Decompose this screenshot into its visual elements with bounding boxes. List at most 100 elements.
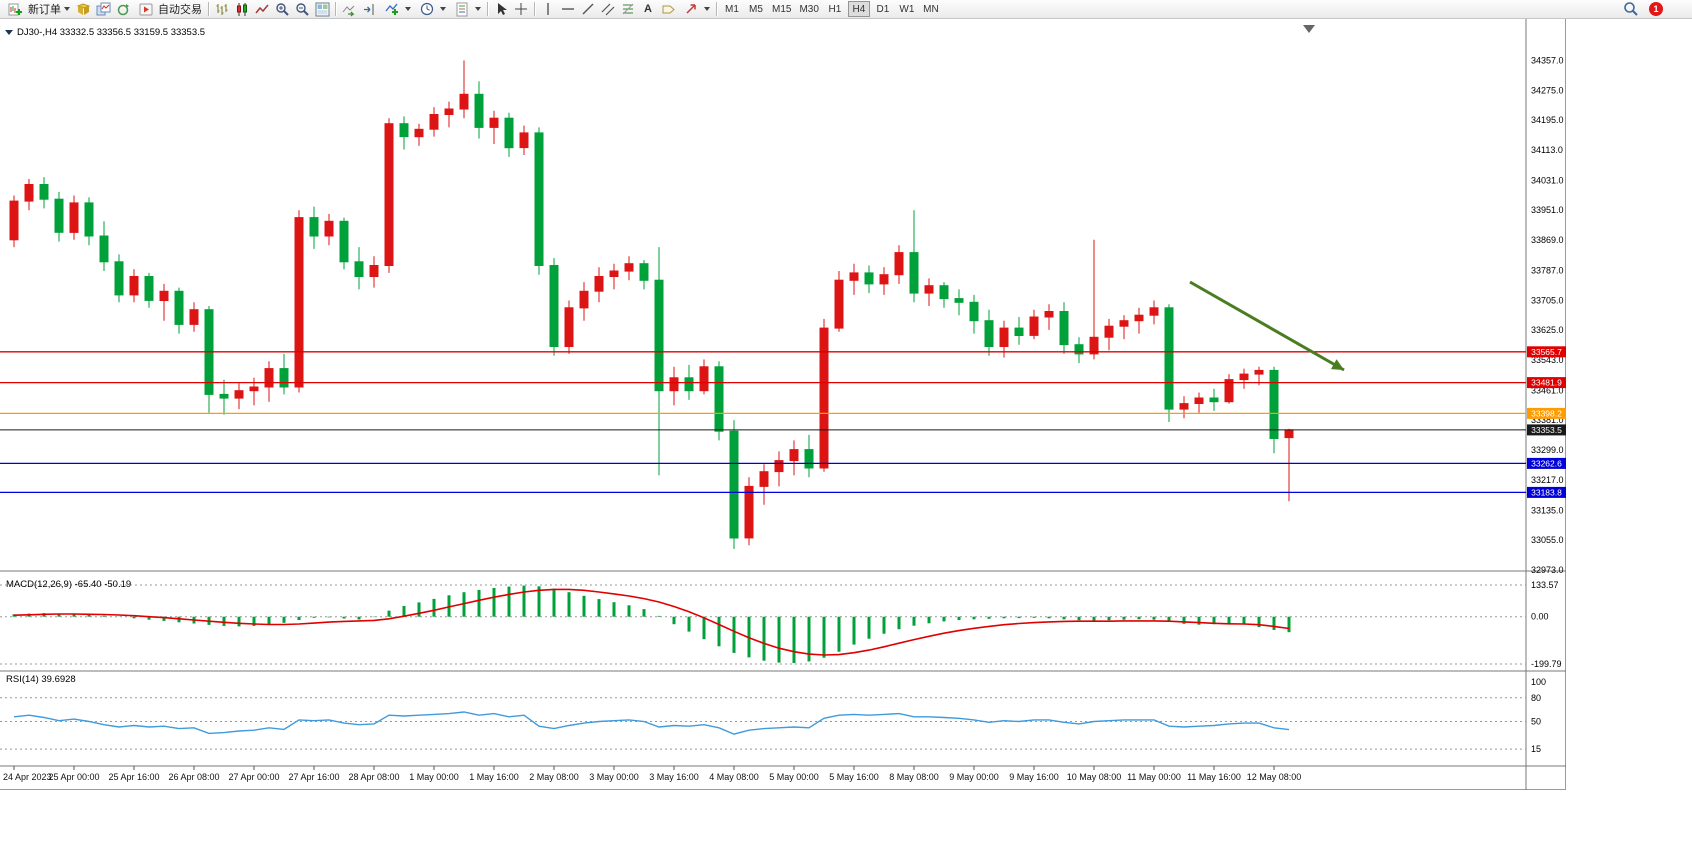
time-label: 5 May 16:00	[829, 772, 879, 782]
svg-text:33951.0: 33951.0	[1531, 205, 1564, 215]
price-tag	[1527, 377, 1566, 389]
price-tag	[1527, 424, 1566, 436]
candle	[144, 276, 154, 301]
candle	[564, 307, 574, 347]
timeframe-w1[interactable]: W1	[896, 1, 918, 17]
profiles-button[interactable]	[73, 1, 93, 18]
candle	[174, 290, 184, 325]
vertical-line-button[interactable]	[538, 1, 558, 18]
indicators-icon	[382, 1, 402, 18]
svg-text:32973.0: 32973.0	[1531, 565, 1564, 575]
tile-windows-button[interactable]	[312, 1, 332, 18]
auto-trading-button[interactable]: 自动交易	[133, 1, 205, 18]
candle	[504, 117, 514, 149]
charts-button[interactable]	[93, 1, 113, 18]
timeframe-h1[interactable]: H1	[824, 1, 846, 17]
line-chart-button[interactable]	[252, 1, 272, 18]
candle	[294, 217, 304, 388]
candle	[1254, 369, 1264, 375]
candle	[639, 263, 649, 281]
candle	[549, 265, 559, 347]
candle	[789, 449, 799, 462]
candle	[1089, 336, 1099, 355]
toolbar-separator	[487, 2, 488, 16]
time-label: 5 May 00:00	[769, 772, 819, 782]
candle	[819, 327, 829, 469]
time-label: 11 May 00:00	[1127, 772, 1181, 782]
timeframe-m15[interactable]: M15	[769, 1, 794, 17]
candle	[9, 200, 19, 241]
auto-scroll-button[interactable]	[339, 1, 359, 18]
svg-text:34275.0: 34275.0	[1531, 86, 1564, 96]
timeframe-d1[interactable]: D1	[872, 1, 894, 17]
bar-chart-button[interactable]	[212, 1, 232, 18]
refresh-icon	[117, 3, 129, 15]
new-order-button[interactable]: 新订单	[3, 1, 73, 18]
toolbar-separator	[534, 2, 535, 16]
caret-down-icon	[405, 7, 411, 11]
svg-text:33217.0: 33217.0	[1531, 475, 1564, 485]
candle	[939, 285, 949, 300]
periods-button[interactable]	[414, 1, 449, 18]
templates-button[interactable]	[449, 1, 484, 18]
fibonacci-button[interactable]	[618, 1, 638, 18]
candle	[519, 132, 529, 149]
candle	[189, 309, 199, 325]
timeframe-m5[interactable]: M5	[745, 1, 767, 17]
timeframe-m30[interactable]: M30	[796, 1, 821, 17]
text-label-button[interactable]	[658, 1, 678, 18]
candle	[624, 263, 634, 272]
cursor-icon	[497, 2, 507, 15]
timeframe-m1[interactable]: M1	[721, 1, 743, 17]
notification-badge[interactable]: 1	[1649, 2, 1663, 16]
time-label: 25 Apr 00:00	[48, 772, 99, 782]
time-label: 3 May 00:00	[589, 772, 639, 782]
indicators-button[interactable]	[379, 1, 414, 18]
time-label: 2 May 08:00	[529, 772, 579, 782]
macd-signal-line	[13, 588, 1290, 656]
svg-text:33565.7: 33565.7	[1531, 347, 1562, 357]
candles-layer	[9, 60, 1294, 549]
svg-text:34031.0: 34031.0	[1531, 175, 1564, 185]
horizontal-line-button[interactable]	[558, 1, 578, 18]
svg-text:15: 15	[1531, 744, 1541, 754]
candle	[1269, 369, 1279, 439]
caret-down-icon	[64, 7, 70, 11]
caret-down-icon	[475, 7, 481, 11]
candle	[399, 123, 409, 138]
text-tool-button[interactable]: A	[644, 3, 652, 15]
refresh-button[interactable]	[113, 1, 133, 18]
zoom-in-button[interactable]	[272, 1, 292, 18]
candle	[1134, 314, 1144, 322]
arrows-button[interactable]	[678, 1, 713, 18]
chart-shift-button[interactable]	[359, 1, 379, 18]
cursor-button[interactable]	[491, 1, 511, 18]
svg-text:33353.5: 33353.5	[1531, 425, 1562, 435]
candle	[354, 261, 364, 278]
channel-button[interactable]	[598, 1, 618, 18]
timeframe-h4[interactable]: H4	[847, 1, 870, 17]
candle	[1074, 344, 1084, 355]
search-button[interactable]	[1621, 1, 1641, 18]
candle	[1059, 311, 1069, 346]
caret-down-icon	[704, 7, 710, 11]
vertical-line-icon	[546, 2, 549, 15]
auto-trading-icon	[136, 1, 156, 18]
charts-icon	[96, 2, 110, 15]
symbol-dropdown-icon[interactable]	[5, 30, 13, 35]
trend-arrow-annotation[interactable]	[1189, 280, 1345, 372]
trendline-button[interactable]	[578, 1, 598, 18]
candle	[684, 377, 694, 392]
candle	[369, 265, 379, 277]
candlestick-chart-button[interactable]	[232, 1, 252, 18]
svg-text:33625.0: 33625.0	[1531, 325, 1564, 335]
candle	[579, 290, 589, 309]
timeframe-mn[interactable]: MN	[920, 1, 942, 17]
chart-canvas[interactable]: 133.57 0.00 -199.79 100 80 50 15 34357.0 34275.0…	[0, 19, 1566, 790]
crosshair-button[interactable]	[511, 1, 531, 18]
new-order-label: 新订单	[28, 4, 61, 16]
zoom-out-button[interactable]	[292, 1, 312, 18]
svg-text:33543.0: 33543.0	[1531, 355, 1564, 365]
svg-text:34357.0: 34357.0	[1531, 55, 1564, 65]
toolbar-separator	[208, 2, 209, 16]
